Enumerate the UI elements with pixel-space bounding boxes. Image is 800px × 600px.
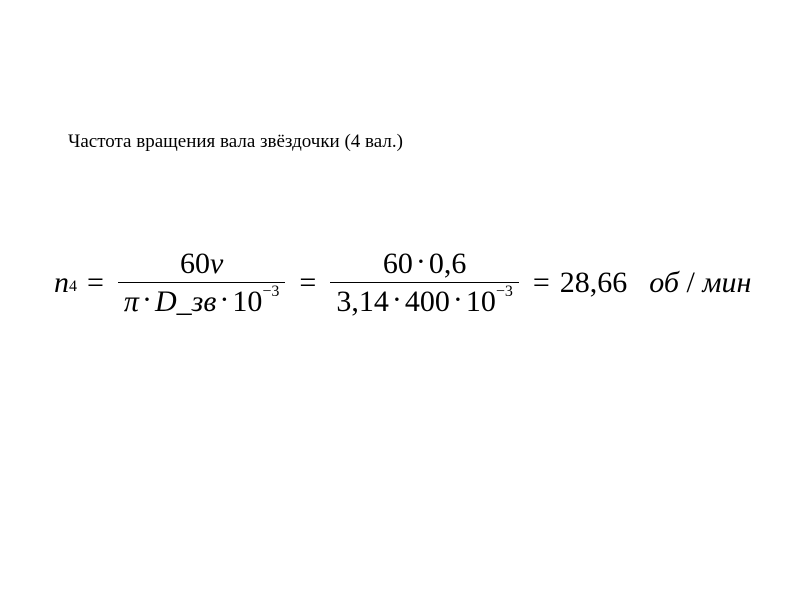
frac2-num-coef: 60 <box>383 247 413 280</box>
ten-2: 10 <box>466 285 496 318</box>
fraction-symbolic: 60ν π·D_зв·10−3 <box>118 245 285 320</box>
lhs-var: n <box>54 266 69 300</box>
page: Частота вращения вала звёздочки (4 вал.)… <box>0 0 800 600</box>
exp-1: −3 <box>262 283 279 300</box>
equals-3: = <box>533 266 550 300</box>
frac1-numerator: 60ν <box>174 245 229 282</box>
frac1-num-coef: 60 <box>180 247 210 280</box>
frac2-pi-val: 3,14 <box>336 285 389 318</box>
frac2-numerator: 60·0,6 <box>377 245 473 282</box>
units-ob: об <box>649 266 679 299</box>
dot-4: · <box>392 283 402 316</box>
frac2-denominator: 3,14·400·10−3 <box>330 283 519 320</box>
exp-2: −3 <box>496 283 513 300</box>
frac2-D-val: 400 <box>405 285 450 318</box>
pi-symbol: π <box>124 285 139 318</box>
units-slash: / <box>679 266 702 299</box>
exp-val-1: 3 <box>271 283 279 300</box>
units-min: мин <box>702 266 751 299</box>
caption-text: Частота вращения вала звёздочки (4 вал.) <box>68 131 403 153</box>
fraction-numeric: 60·0,6 3,14·400·10−3 <box>330 245 519 320</box>
underscore: _ <box>177 285 192 318</box>
formula: n4 = 60ν π·D_зв·10−3 = 60·0,6 3,14·400·1… <box>54 245 751 320</box>
dot-3: · <box>416 245 426 278</box>
D-symbol: D <box>155 285 177 318</box>
exp-val-2: 3 <box>505 283 513 300</box>
lhs-sub: 4 <box>69 278 77 296</box>
result-value: 28,66 <box>560 266 628 300</box>
zv-label: зв <box>192 285 217 318</box>
equals-2: = <box>299 266 316 300</box>
ten-1: 10 <box>232 285 262 318</box>
frac2-num-val: 0,6 <box>429 247 467 280</box>
dot-5: · <box>453 283 463 316</box>
dot-2: · <box>219 283 229 316</box>
equals-1: = <box>87 266 104 300</box>
dot-1: · <box>142 283 152 316</box>
exp-minus-2: − <box>496 283 505 300</box>
units: об / мин <box>649 266 751 300</box>
nu-symbol: ν <box>210 247 223 280</box>
frac1-denominator: π·D_зв·10−3 <box>118 283 285 320</box>
